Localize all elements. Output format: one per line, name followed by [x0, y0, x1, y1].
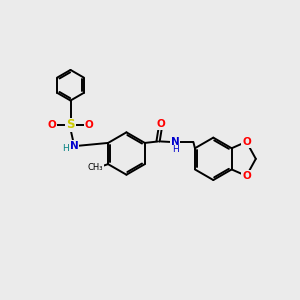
Text: N: N — [171, 137, 179, 147]
Text: O: O — [84, 120, 93, 130]
Text: S: S — [66, 118, 75, 131]
Text: H: H — [172, 145, 179, 154]
Text: O: O — [242, 137, 251, 147]
Text: O: O — [242, 171, 251, 181]
Text: O: O — [156, 119, 165, 129]
Text: H: H — [62, 144, 69, 153]
Text: N: N — [70, 141, 78, 151]
Text: O: O — [48, 120, 57, 130]
Text: CH₃: CH₃ — [88, 163, 103, 172]
